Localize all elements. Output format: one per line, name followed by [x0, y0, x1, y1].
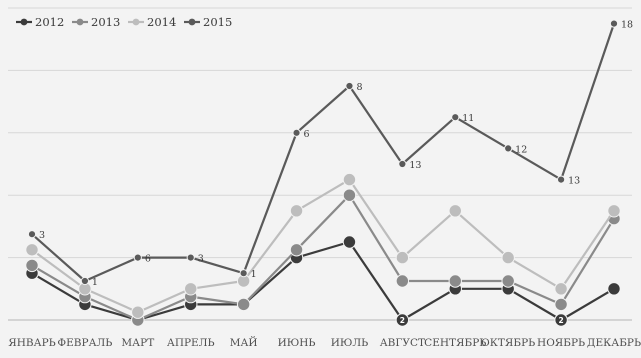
data-point: [609, 19, 619, 28]
series-line: [30, 22, 616, 283]
x-tick-label: АВГУСТ: [380, 337, 425, 349]
data-label: 1: [251, 269, 257, 280]
series-line: [30, 240, 616, 322]
legend-item-2014: 2014: [128, 15, 176, 29]
legend-label: 2012: [35, 15, 64, 29]
data-label: 2: [558, 316, 563, 325]
series-line: [30, 178, 616, 314]
data-point: [398, 159, 407, 169]
data-point: [131, 305, 145, 319]
series-line: [30, 194, 616, 322]
series-2015: 3 1 6 3 1 6 8 13 11 12 13 18: [27, 19, 633, 288]
x-tick-label: НОЯБРЬ: [537, 337, 585, 349]
x-axis: ЯНВАРЬ ФЕВРАЛЬ МАРТ АПРЕЛЬ МАЙ ИЮНЬ ИЮЛЬ АВГУСТ…: [8, 335, 641, 349]
data-point: [395, 274, 410, 288]
legend-label: 2013: [91, 15, 120, 29]
data-label: 18: [621, 20, 633, 31]
legend-item-2015: 2015: [184, 15, 232, 29]
x-tick-label: МАРТ: [121, 337, 154, 349]
data-point: [342, 188, 357, 202]
x-tick-label: ИЮЛЬ: [331, 337, 369, 349]
x-tick-label: ЯНВАРЬ: [8, 337, 55, 349]
gridlines: [8, 7, 632, 321]
data-point: [25, 258, 39, 273]
legend-swatch-marker: [76, 18, 84, 26]
x-tick-label: МАЙ: [230, 335, 258, 349]
data-point: [25, 243, 39, 257]
x-tick-label: ДЕКАБРЬ: [587, 337, 641, 349]
data-point: [448, 274, 462, 288]
data-point: [395, 313, 410, 327]
data-point: [289, 204, 304, 218]
data-label: 13: [409, 160, 421, 171]
legend-swatch-marker: [20, 18, 28, 26]
data-label: 6: [304, 129, 310, 140]
x-tick-label: СЕНТЯБРЬ: [424, 337, 486, 349]
data-label: 8: [356, 82, 362, 93]
data-point: [186, 253, 195, 262]
legend-swatch-marker: [132, 18, 140, 26]
data-label: 6: [145, 254, 151, 265]
data-label: 12: [515, 144, 527, 155]
x-tick-label: ФЕВРАЛЬ: [57, 337, 112, 349]
data-point: [556, 175, 566, 184]
legend-item-2013: 2013: [72, 15, 120, 29]
data-label: 1: [92, 277, 98, 288]
data-point: [236, 297, 251, 312]
series-2014: [25, 172, 621, 319]
data-point: [239, 269, 248, 278]
data-point: [448, 204, 462, 218]
data-label: 13: [568, 176, 580, 187]
legend-swatch-marker: [188, 18, 196, 26]
data-point: [607, 204, 621, 218]
data-point: [345, 81, 354, 91]
data-point: [292, 128, 301, 137]
series-group: 2 2 3 1 6 3 1 6 8 13 11 12 13 18: [25, 19, 633, 327]
data-point: [554, 313, 568, 327]
data-point: [342, 172, 357, 187]
x-tick-label: ОКТЯБРЬ: [481, 337, 535, 349]
data-label: 3: [39, 230, 45, 241]
data-point: [184, 282, 198, 296]
data-point: [504, 144, 513, 153]
data-point: [27, 230, 37, 239]
data-label: 2: [400, 316, 405, 325]
legend-label: 2015: [203, 15, 232, 29]
data-point: [289, 243, 304, 257]
legend-label: 2014: [147, 15, 176, 29]
data-point: [501, 274, 515, 288]
data-point: [554, 297, 568, 312]
data-point: [133, 253, 142, 262]
data-point: [607, 282, 621, 296]
data-point: [395, 250, 410, 265]
data-point: [80, 276, 90, 286]
x-tick-label: ИЮНЬ: [278, 337, 316, 349]
data-point: [501, 250, 515, 265]
legend-item-2012: 2012: [16, 15, 64, 29]
data-label: 3: [198, 254, 204, 265]
data-point: [451, 113, 460, 122]
x-tick-label: АПРЕЛЬ: [167, 337, 215, 349]
legend: 2012 2013 2014 2015: [16, 15, 232, 29]
data-label: 11: [462, 113, 474, 124]
data-point: [554, 282, 568, 296]
data-point: [342, 235, 357, 249]
